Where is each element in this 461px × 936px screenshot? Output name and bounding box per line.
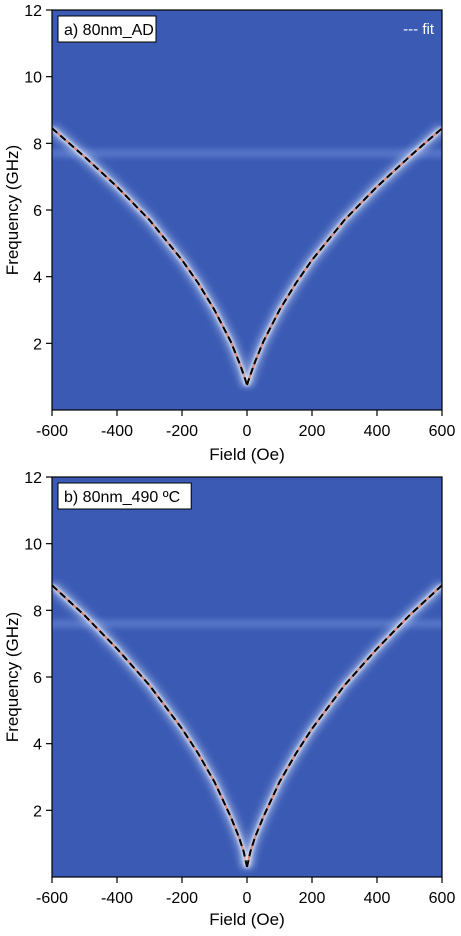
x-tick-label: -600 xyxy=(36,890,68,907)
panel-a: -600 -400 -200 0 200 400 600 2 4 6 8 10 12 Field (Oe)… xyxy=(3,3,455,464)
x-tick-label: 200 xyxy=(299,423,326,440)
x-tick-label: 200 xyxy=(299,890,326,907)
x-tick-label: 600 xyxy=(429,423,456,440)
fit-line-right xyxy=(246,584,442,868)
horizontal-band xyxy=(52,619,442,628)
y-tick-label: 4 xyxy=(33,270,42,287)
x-axis-title: Field (Oe) xyxy=(209,445,285,464)
y-tick-label: 10 xyxy=(24,537,42,554)
legend-fit: --- fit xyxy=(403,21,435,38)
y-tick-label: 12 xyxy=(24,3,42,20)
y-axis-title: Frequency (GHz) xyxy=(3,145,22,275)
y-tick-label: 4 xyxy=(33,737,42,754)
y-tick-label: 12 xyxy=(24,470,42,487)
panel-label-box xyxy=(57,482,192,510)
x-tick-label: -400 xyxy=(101,890,133,907)
y-tick-label: 6 xyxy=(33,670,42,687)
panel-label: b) 80nm_490 ºC xyxy=(64,489,180,506)
y-tick-label: 6 xyxy=(33,203,42,220)
x-tick-label: 400 xyxy=(364,890,391,907)
y-tick-label: 2 xyxy=(33,336,42,353)
x-tick-label: -200 xyxy=(166,423,198,440)
y-tick-label: 2 xyxy=(33,803,42,820)
plot-area xyxy=(52,477,442,877)
x-tick-label: 0 xyxy=(243,890,252,907)
y-tick-label: 8 xyxy=(33,136,42,153)
x-tick-label: -600 xyxy=(36,423,68,440)
x-tick-label: -400 xyxy=(101,423,133,440)
panel-b: -600 -400 -200 0 200 400 600 2 4 6 8 10 12 Field (Oe)… xyxy=(3,470,455,929)
plot-area xyxy=(52,10,442,410)
panel-label-box xyxy=(57,15,157,43)
x-tick-label: 600 xyxy=(429,890,456,907)
x-tick-label: 0 xyxy=(243,423,252,440)
horizontal-band xyxy=(52,149,442,158)
panel-label: a) 80nm_AD xyxy=(64,22,154,39)
y-tick-label: 8 xyxy=(33,603,42,620)
x-axis-title: Field (Oe) xyxy=(209,910,285,929)
heatmap-background xyxy=(52,477,442,877)
x-tick-label: 400 xyxy=(364,423,391,440)
heatmap-background xyxy=(52,10,442,410)
fit-line-left xyxy=(52,584,248,868)
y-tick-label: 10 xyxy=(24,70,42,87)
fit-line-left xyxy=(52,127,248,386)
fit-line-right xyxy=(246,127,442,386)
x-tick-label: -200 xyxy=(166,890,198,907)
y-axis-title: Frequency (GHz) xyxy=(3,612,22,742)
